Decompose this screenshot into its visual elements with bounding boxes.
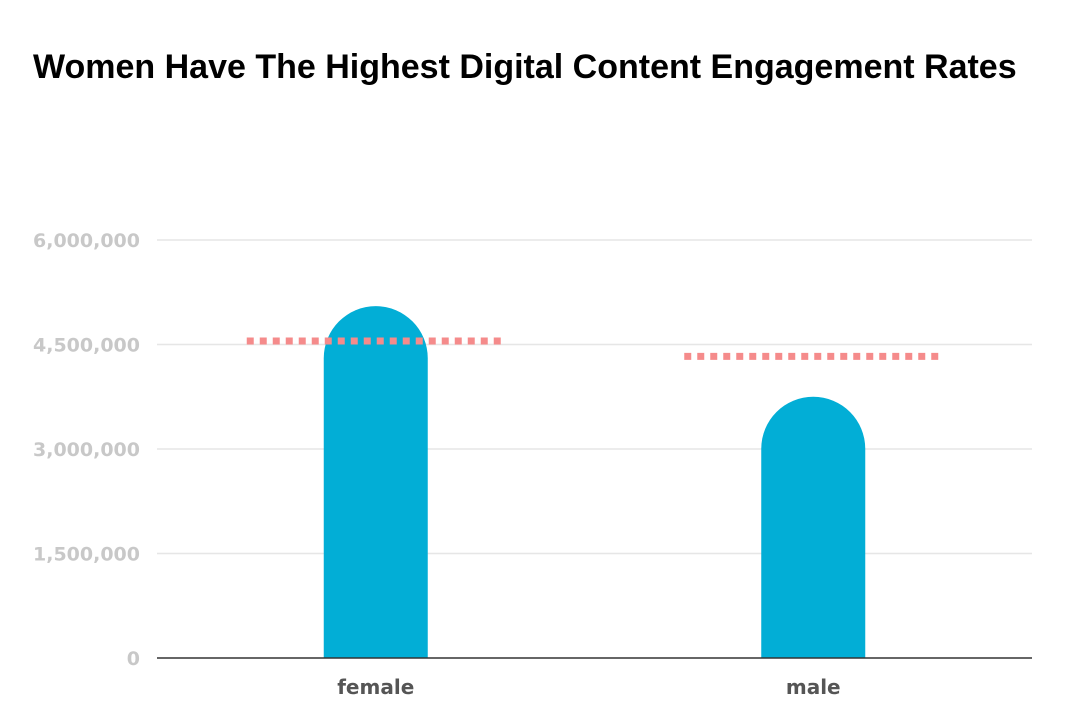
chart-title: Women Have The Highest Digital Content E… — [33, 48, 1017, 86]
y-axis-ticks: 0 1,500,000 3,000,000 4,500,000 6,000,000 — [33, 230, 140, 670]
y-tick-label: 6,000,000 — [33, 230, 140, 252]
y-tick-label: 3,000,000 — [33, 439, 140, 461]
reference-lines — [246, 337, 943, 360]
y-tick-label: 0 — [127, 648, 140, 670]
x-tick-label: female — [337, 675, 414, 699]
gridlines — [157, 239, 1032, 555]
bar-female — [323, 306, 428, 658]
bars — [323, 306, 866, 658]
y-tick-label: 4,500,000 — [33, 335, 140, 357]
bar-male — [761, 396, 866, 658]
y-tick-label: 1,500,000 — [33, 544, 140, 566]
x-axis-ticks: female male — [337, 675, 840, 699]
x-tick-label: male — [786, 675, 841, 699]
